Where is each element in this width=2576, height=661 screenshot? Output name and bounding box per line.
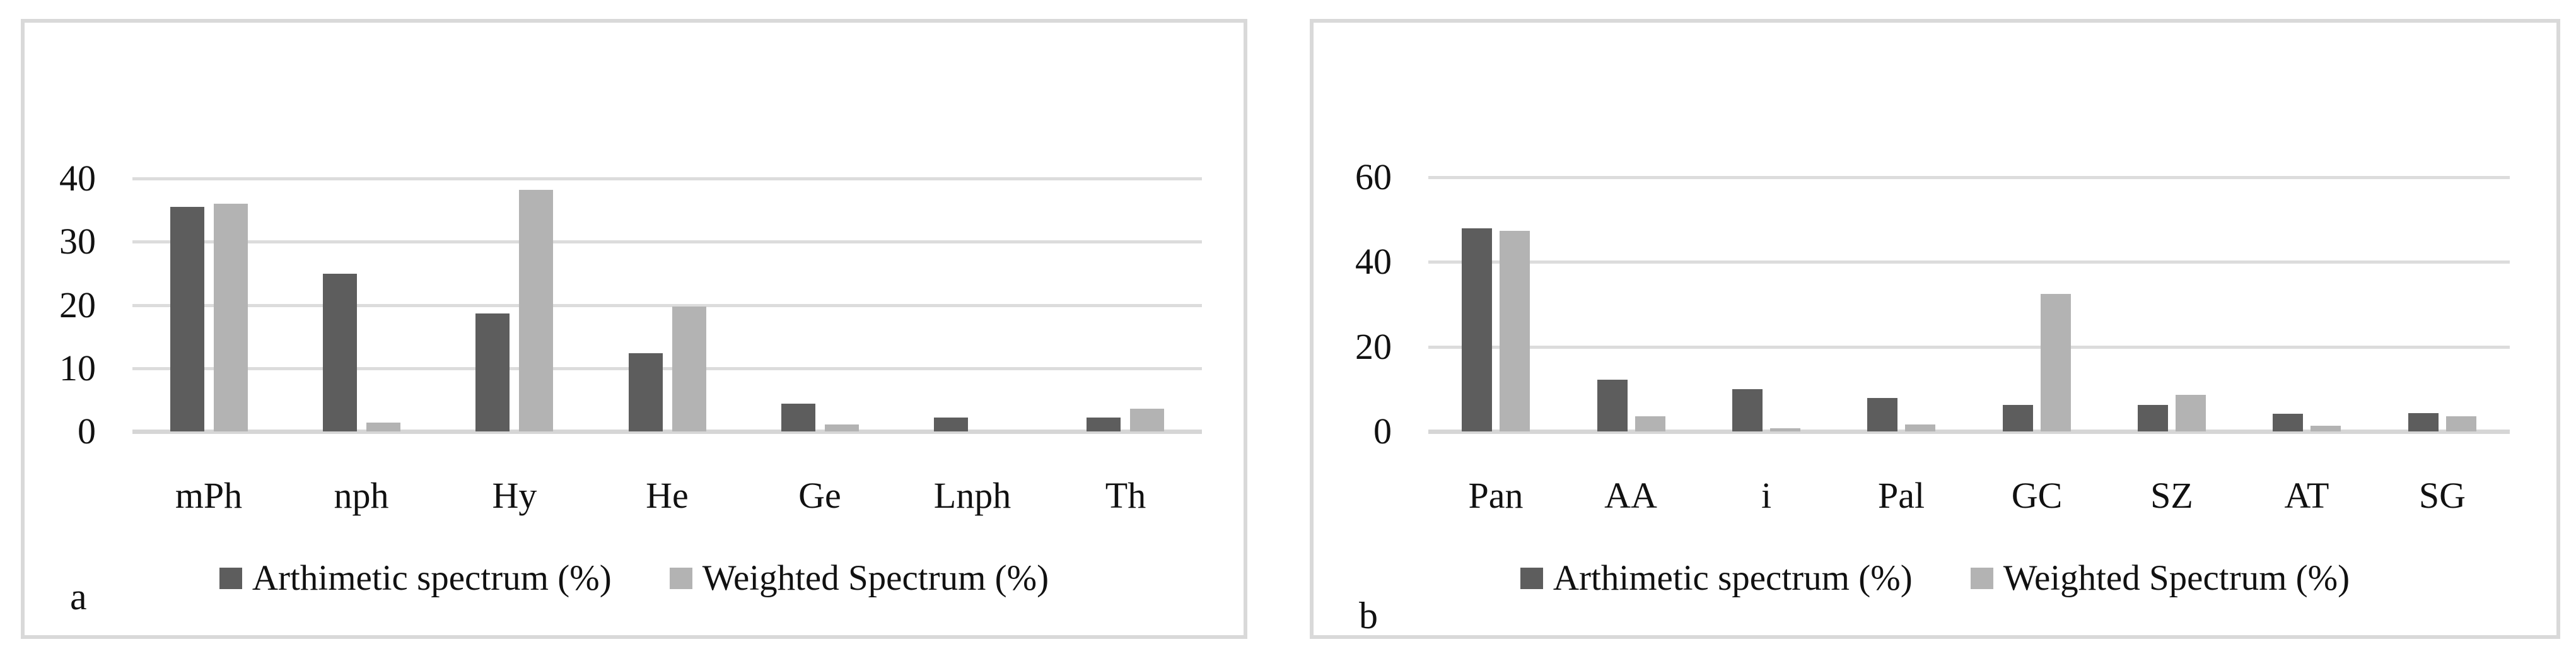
y-tick-label: 0 [78, 411, 96, 452]
bar-a-Ge-weighted [825, 424, 859, 431]
bar-b-AA-arithmetic [1597, 380, 1628, 431]
bar-a-He-arithmetic [629, 353, 663, 431]
bar-b-i-weighted [1770, 428, 1800, 431]
gridline-10 [132, 367, 1202, 370]
x-tick-label-Hy: Hy [492, 475, 537, 516]
legend-item-arithmetic: Arthimetic spectrum (%) [1520, 558, 1913, 599]
bar-b-Pan-arithmetic [1462, 228, 1492, 431]
gridline-30 [132, 240, 1202, 243]
x-tick-label-nph: nph [334, 475, 389, 516]
bar-a-mPh-weighted [214, 204, 248, 431]
legend-label-arithmetic: Arthimetic spectrum (%) [252, 558, 612, 598]
legend-label-arithmetic: Arthimetic spectrum (%) [1553, 558, 1913, 598]
chart-panel-b: Arthimetic spectrum (%) Weighted Spectru… [1310, 19, 2560, 639]
x-tick-label-Ge: Ge [798, 475, 841, 516]
gridline-40 [1428, 260, 2510, 264]
gridline-40 [132, 177, 1202, 180]
y-tick-label: 10 [59, 348, 96, 389]
legend-swatch-arithmetic-icon [1520, 568, 1543, 589]
chart-panel-a: Arthimetic spectrum (%) Weighted Spectru… [21, 19, 1247, 639]
bar-b-SG-arithmetic [2408, 413, 2439, 431]
bar-b-GC-arithmetic [2003, 405, 2033, 431]
legend-item-arithmetic: Arthimetic spectrum (%) [219, 558, 612, 599]
bar-a-Th-weighted [1130, 409, 1164, 431]
legend-swatch-weighted-icon [669, 568, 692, 589]
bar-b-GC-weighted [2041, 294, 2071, 431]
y-tick-label: 40 [59, 158, 96, 199]
x-tick-label-He: He [646, 475, 689, 516]
y-tick-label: 0 [1373, 411, 1392, 452]
legend-a: Arthimetic spectrum (%) Weighted Spectru… [25, 556, 1244, 601]
x-tick-label-AA: AA [1604, 475, 1657, 516]
y-tick-label: 20 [1355, 326, 1392, 367]
bar-a-Hy-arithmetic [475, 313, 510, 431]
x-tick-label-SZ: SZ [2150, 475, 2193, 516]
bar-a-nph-arithmetic [323, 274, 357, 431]
x-tick-label-mPh: mPh [175, 475, 243, 516]
x-tick-label-Lnph: Lnph [933, 475, 1011, 516]
bar-b-Pal-arithmetic [1867, 398, 1897, 431]
gridline-60 [1428, 176, 2510, 179]
legend-swatch-arithmetic-icon [219, 568, 242, 589]
bar-b-i-arithmetic [1732, 389, 1763, 431]
bar-a-mPh-arithmetic [170, 207, 204, 431]
x-tick-label-AT: AT [2284, 475, 2329, 516]
panel-letter-b: b [1359, 595, 1378, 636]
x-axis-line [132, 430, 1202, 434]
bar-a-Ge-arithmetic [781, 404, 815, 431]
legend-b: Arthimetic spectrum (%) Weighted Spectru… [1314, 556, 2556, 601]
x-axis-line [1428, 430, 2510, 434]
bar-b-Pan-weighted [1500, 231, 1530, 431]
x-tick-label-GC: GC [2011, 475, 2063, 516]
x-tick-label-i: i [1761, 475, 1772, 516]
bar-b-AT-weighted [2311, 426, 2341, 431]
bar-b-AA-weighted [1635, 416, 1665, 431]
bar-a-nph-weighted [366, 423, 400, 431]
bar-a-Lnph-arithmetic [934, 418, 968, 431]
bar-a-Hy-weighted [519, 190, 553, 431]
bar-b-Pal-weighted [1905, 424, 1935, 431]
bar-b-AT-arithmetic [2273, 414, 2303, 431]
x-tick-label-SG: SG [2418, 475, 2466, 516]
y-tick-label: 40 [1355, 241, 1392, 282]
legend-label-weighted: Weighted Spectrum (%) [702, 558, 1049, 598]
bar-b-SZ-arithmetic [2138, 405, 2168, 431]
y-tick-label: 30 [59, 221, 96, 262]
bar-a-He-weighted [672, 307, 706, 431]
x-tick-label-Th: Th [1105, 475, 1146, 516]
bar-b-SG-weighted [2446, 416, 2476, 431]
legend-swatch-weighted-icon [1970, 568, 1993, 589]
x-tick-label-Pal: Pal [1877, 475, 1925, 516]
legend-item-weighted: Weighted Spectrum (%) [669, 558, 1049, 599]
gridline-20 [132, 304, 1202, 307]
bar-b-SZ-weighted [2176, 395, 2206, 431]
legend-item-weighted: Weighted Spectrum (%) [1970, 558, 2350, 599]
x-tick-label-Pan: Pan [1468, 475, 1524, 516]
gridline-20 [1428, 346, 2510, 349]
legend-label-weighted: Weighted Spectrum (%) [2003, 558, 2350, 598]
bar-a-Th-arithmetic [1087, 418, 1121, 431]
panel-letter-a: a [70, 576, 87, 617]
y-tick-label: 60 [1355, 156, 1392, 197]
y-tick-label: 20 [59, 284, 96, 325]
